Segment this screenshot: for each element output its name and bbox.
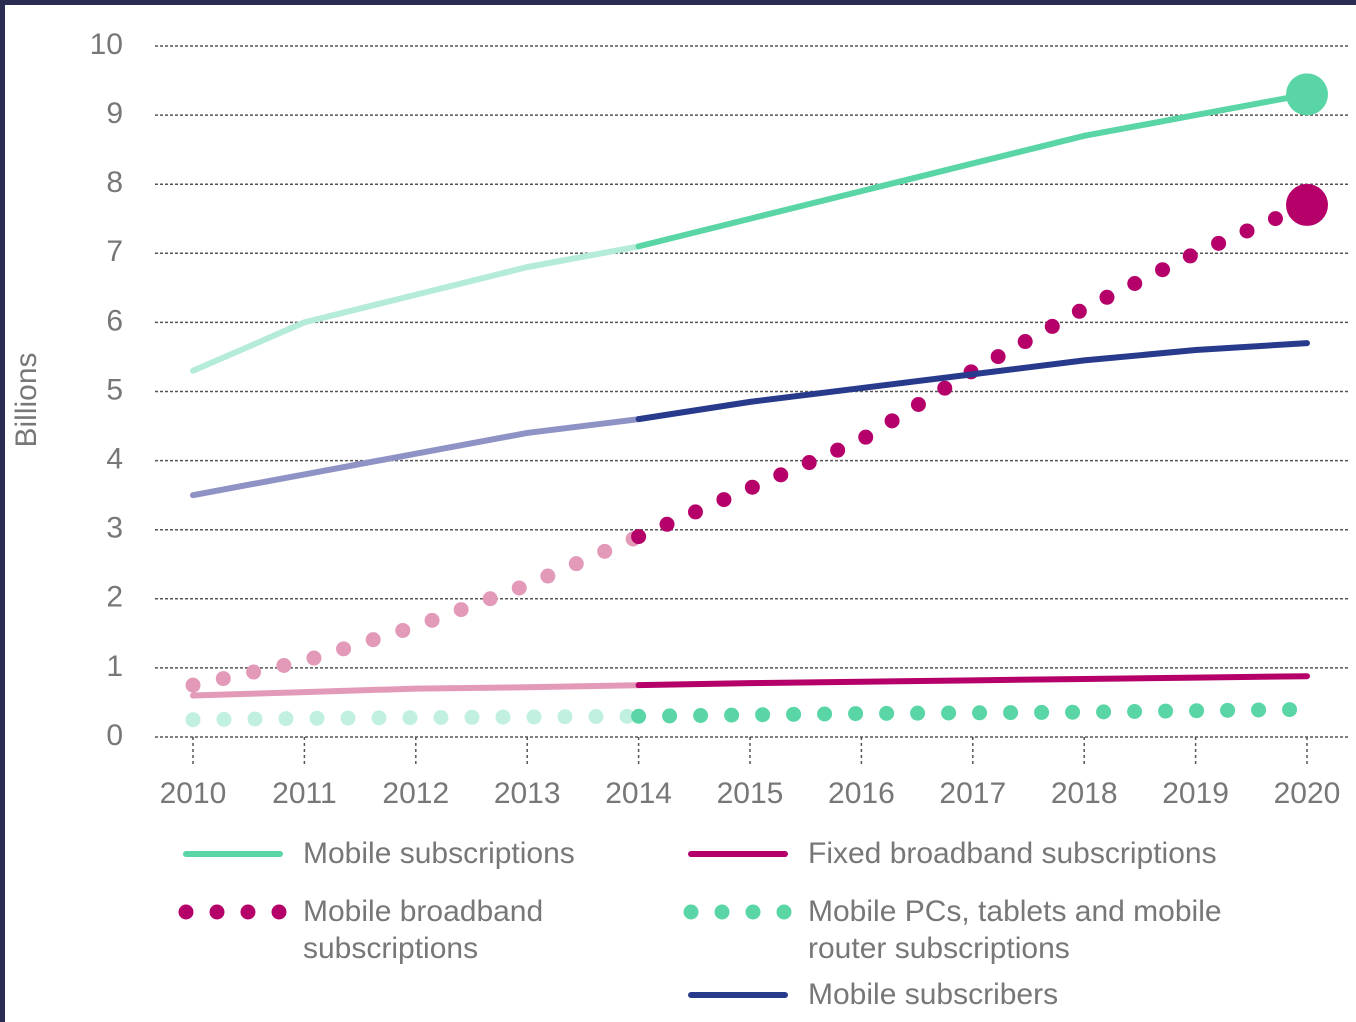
y-tick-label: 0 — [106, 719, 123, 752]
y-tick-label: 10 — [90, 28, 123, 61]
y-tick-label: 1 — [106, 650, 123, 683]
forecast-line — [631, 197, 1315, 545]
history-line — [190, 243, 642, 374]
y-tick-label: 9 — [106, 97, 123, 130]
y-tick-label: 7 — [106, 235, 123, 268]
x-tick-label: 2017 — [939, 777, 1006, 810]
x-tick-label: 2018 — [1051, 777, 1118, 810]
end-marker — [1286, 183, 1328, 226]
x-tick-label: 2016 — [828, 777, 895, 810]
history-line — [185, 708, 647, 728]
y-tick-label: 4 — [106, 443, 123, 476]
x-tick-label: 2015 — [717, 777, 784, 810]
forecast-line — [635, 673, 1310, 689]
x-tick-label: 2012 — [382, 777, 449, 810]
x-tick-label: 2019 — [1162, 777, 1229, 810]
legend-label: Mobile subscriptions — [303, 837, 575, 870]
forecast-line — [631, 701, 1315, 724]
x-tick-label: 2020 — [1274, 777, 1341, 810]
legend-label: Mobile subscribers — [808, 978, 1059, 1011]
legend-label: Mobile PCs, tablets and mobile router su… — [808, 895, 1222, 965]
y-axis-label: Billions — [10, 352, 43, 447]
y-tick-label: 8 — [106, 166, 123, 199]
x-tick-label: 2010 — [160, 777, 227, 810]
y-tick-label: 2 — [106, 581, 123, 614]
y-tick-label: 3 — [106, 512, 123, 545]
legend-label: Fixed broadband subscriptions — [808, 837, 1217, 870]
history-line — [190, 416, 642, 499]
x-tick-label: 2013 — [494, 777, 561, 810]
history-line — [185, 529, 647, 693]
forecast-line — [635, 91, 1310, 250]
forecast-line — [635, 340, 1310, 423]
legend-label: Mobile broadband subscriptions — [303, 895, 544, 965]
y-tick-label: 6 — [106, 304, 123, 337]
history-line — [190, 682, 642, 699]
end-marker — [1286, 73, 1328, 116]
x-tick-label: 2011 — [272, 777, 337, 810]
x-tick-label: 2014 — [605, 777, 672, 810]
chart: Billions 0 1 2 3 4 5 6 7 8 9 10 2010 2011 2012 2013 201… — [10, 28, 1350, 998]
page: Billions 0 1 2 3 4 5 6 7 8 9 10 2010 2011 2012 2013 201… — [5, 5, 1356, 1022]
y-tick-label: 5 — [106, 373, 123, 406]
